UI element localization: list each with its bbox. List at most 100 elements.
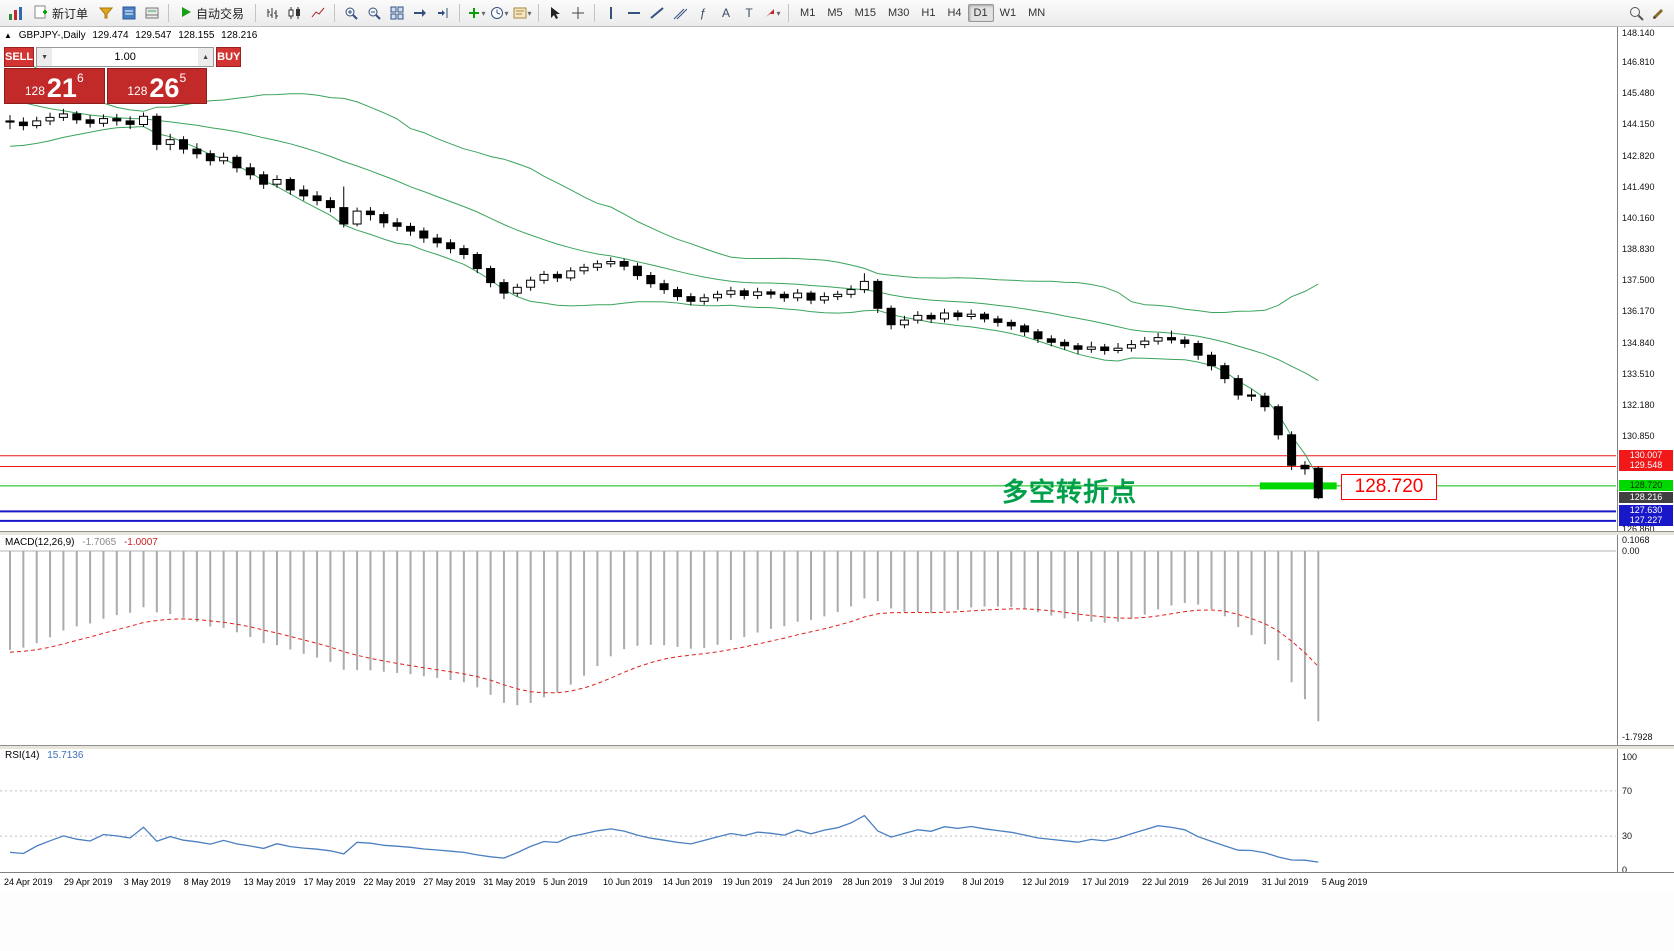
toolbar-separator <box>538 4 540 22</box>
toolbar-separator <box>788 4 790 22</box>
toolbar-right-group <box>1625 2 1669 24</box>
price-scale-label: 134.840 <box>1622 337 1655 348</box>
symbol-info: ▲ GBPJPY-,Daily 129.474 129.547 128.155 … <box>4 30 261 41</box>
indicators-button[interactable]: ▾ <box>468 8 486 18</box>
market-watch-icon[interactable] <box>95 2 117 24</box>
price-scale-tag: 128.720 <box>1619 479 1673 491</box>
fibonacci-tool-icon[interactable]: ƒ <box>699 6 707 20</box>
arrow-objects-button[interactable]: ▾ <box>761 2 783 24</box>
lot-increase-button[interactable]: ▲ <box>198 48 214 66</box>
horizontal-line-tool-icon[interactable] <box>623 2 645 24</box>
rsi-name: RSI(14) <box>5 750 40 761</box>
price-scale-tag: 130.007 <box>1619 449 1673 461</box>
pencil-icon[interactable] <box>1647 2 1669 24</box>
bottom-strip <box>0 892 1674 951</box>
price-scale-tag: 127.630 <box>1619 505 1673 517</box>
timeframe-button-m30[interactable]: M30 <box>888 7 910 19</box>
chart-marker: ▲ <box>4 31 12 40</box>
rsi-scale-label: 0 <box>1622 865 1628 875</box>
ohlc-close: 128.216 <box>221 30 258 41</box>
date-label: 27 May 2019 <box>423 877 476 887</box>
date-label: 22 May 2019 <box>363 877 416 887</box>
price-scale-label: 142.820 <box>1622 150 1655 161</box>
autotrading-button[interactable]: 自动交易 <box>174 2 250 25</box>
price-scale[interactable]: 148.140 146.810 145.480 144.150 142.820 141.4… <box>1617 27 1674 875</box>
timeframe-button-mn[interactable]: MN <box>1028 7 1046 19</box>
rsi-panel-separator[interactable] <box>0 745 1674 749</box>
price-scale-label: 148.140 <box>1622 28 1655 38</box>
date-label: 8 Jul 2019 <box>962 877 1004 887</box>
date-label: 8 May 2019 <box>183 877 231 887</box>
price-scale-label: 140.160 <box>1622 212 1655 223</box>
text-label-tool-icon[interactable]: T <box>745 6 753 20</box>
zoom-in-icon[interactable] <box>340 2 362 24</box>
macd-scale-label: 0.00 <box>1622 546 1640 556</box>
date-label: 22 Jul 2019 <box>1142 877 1189 887</box>
date-label: 26 Jul 2019 <box>1202 877 1249 887</box>
terminal-icon[interactable] <box>141 2 163 24</box>
tile-windows-icon[interactable] <box>386 2 408 24</box>
vertical-line-tool-icon[interactable] <box>600 2 622 24</box>
zoom-out-icon[interactable] <box>363 2 385 24</box>
price-scale-label: 138.830 <box>1622 244 1655 255</box>
timeframe-button-h1[interactable]: H1 <box>921 7 936 19</box>
rsi-scale-label: 30 <box>1622 831 1633 842</box>
price-scale-label: 145.480 <box>1622 88 1655 99</box>
app-icon <box>5 2 27 24</box>
chart-canvas[interactable] <box>0 0 1674 872</box>
chart-shift-icon[interactable] <box>432 2 454 24</box>
price-scale-label: 141.490 <box>1622 181 1655 192</box>
sell-button[interactable]: SELL <box>4 47 35 67</box>
date-label: 14 Jun 2019 <box>662 877 713 887</box>
price-scale-label: 136.170 <box>1622 306 1655 317</box>
rsi-scale-label: 70 <box>1622 785 1633 796</box>
autotrading-label: 自动交易 <box>196 6 245 21</box>
buy-button[interactable]: BUY <box>216 47 242 67</box>
rsi-indicator-label: RSI(14) 15.7136 <box>5 750 83 761</box>
trendline-tool-icon[interactable] <box>646 2 668 24</box>
navigator-icon[interactable] <box>118 2 140 24</box>
ohlc-low: 128.155 <box>178 30 215 41</box>
sell-price-sup: 6 <box>76 71 84 85</box>
price-level-tag: 128.720 <box>1341 474 1437 500</box>
timeframe-button-d1[interactable]: D1 <box>967 4 994 22</box>
sell-price-display[interactable]: 128 21 6 <box>4 68 105 104</box>
timeframe-button-m1[interactable]: M1 <box>800 7 816 19</box>
periods-button[interactable]: ▾ <box>488 2 510 24</box>
turning-point-annotation: 多空转折点 <box>1002 477 1138 507</box>
line-chart-type-icon[interactable] <box>307 2 329 24</box>
timeframe-button-m5[interactable]: M5 <box>827 7 843 19</box>
price-scale-tag: 127.227 <box>1619 514 1673 526</box>
new-order-button[interactable]: 新订单 <box>28 2 94 25</box>
date-label: 3 Jul 2019 <box>902 877 945 887</box>
auto-scroll-icon[interactable] <box>409 2 431 24</box>
lot-size-input[interactable] <box>52 48 199 66</box>
timeframe-button-h4[interactable]: H4 <box>947 7 962 19</box>
search-icon[interactable] <box>1625 2 1647 24</box>
text-tool-icon[interactable]: A <box>722 6 731 20</box>
date-axis[interactable]: 24 Apr 2019 29 Apr 2019 3 May 2019 8 May 20… <box>0 872 1674 893</box>
timeframe-button-m15[interactable]: M15 <box>854 7 876 19</box>
date-label: 17 Jul 2019 <box>1082 877 1129 887</box>
sell-price-big: 21 <box>46 73 77 103</box>
bar-chart-type-icon[interactable] <box>261 2 283 24</box>
macd-panel-separator[interactable] <box>0 531 1674 535</box>
one-click-trading-panel: SELL ▼ ▲ BUY 128 21 6 128 26 5 <box>4 47 242 104</box>
templates-button[interactable]: ▾ <box>511 2 533 24</box>
macd-indicator-label: MACD(12,26,9) -1.7065 -1.0007 <box>5 537 158 548</box>
buy-price-display[interactable]: 128 26 5 <box>106 68 207 104</box>
price-scale-label: 130.850 <box>1622 431 1655 441</box>
candlestick-chart-type-icon[interactable] <box>284 2 306 24</box>
macd-scale-label: 0.1068 <box>1622 534 1650 545</box>
toolbar-separator <box>459 4 461 22</box>
timeframe-button-w1[interactable]: W1 <box>999 7 1017 19</box>
price-scale-label: 132.180 <box>1622 399 1655 410</box>
lot-decrease-button[interactable]: ▼ <box>37 48 53 66</box>
macd-main-value: -1.7065 <box>82 537 117 548</box>
rsi-scale-label: 100 <box>1622 752 1638 762</box>
crosshair-tool-icon[interactable] <box>567 2 589 24</box>
date-label: 24 Apr 2019 <box>4 877 53 887</box>
cursor-tool-icon[interactable] <box>544 2 566 24</box>
channel-tool-icon[interactable] <box>669 2 691 24</box>
buy-price-prefix: 128 <box>127 84 148 98</box>
